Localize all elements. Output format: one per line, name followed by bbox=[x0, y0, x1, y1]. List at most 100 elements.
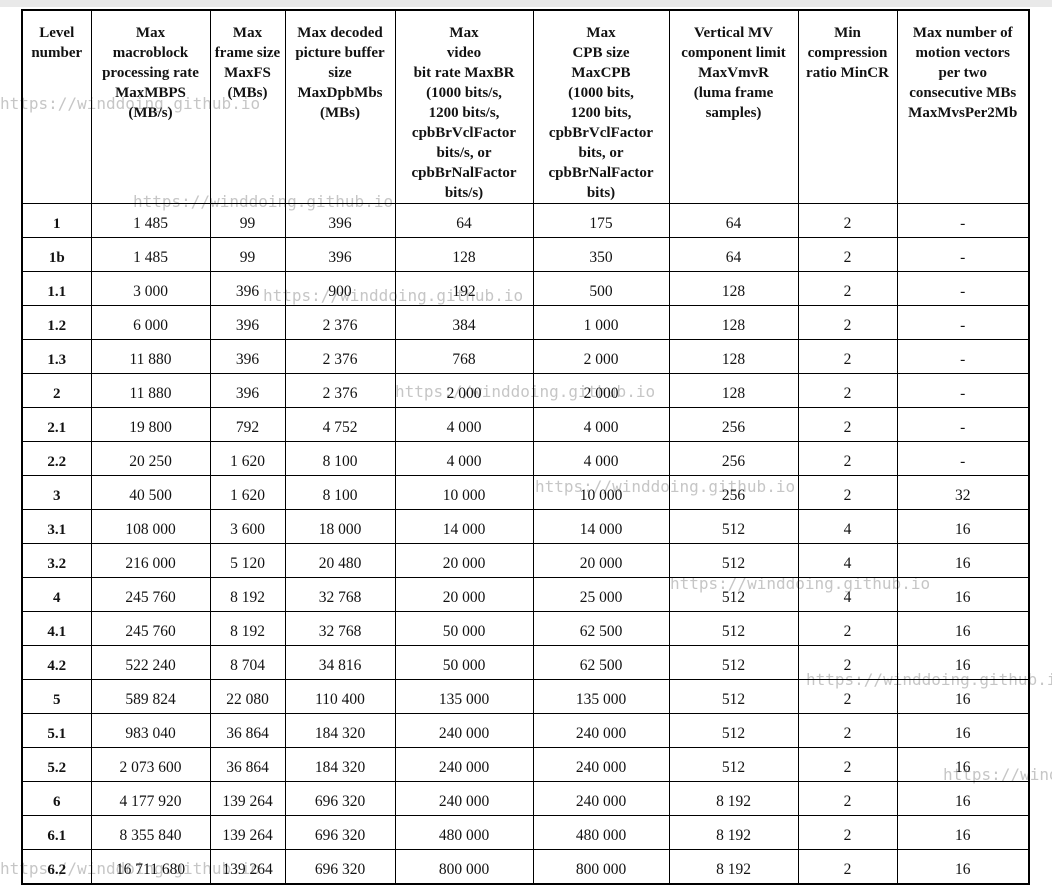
column-header-max-cpb: Max CPB size MaxCPB (1000 bits, 1200 bit… bbox=[532, 9, 670, 204]
value-cell-max-mvs-per-2mb: - bbox=[896, 271, 1030, 306]
value-cell-max-mbps: 19 800 bbox=[90, 407, 211, 442]
level-number-cell: 4.1 bbox=[21, 611, 92, 646]
value-cell-max-vmvr: 512 bbox=[668, 679, 799, 714]
value-cell-max-dpb-mbs: 32 768 bbox=[284, 577, 396, 612]
value-cell-max-vmvr: 512 bbox=[668, 713, 799, 748]
value-cell-max-mvs-per-2mb: - bbox=[896, 305, 1030, 340]
table-row-level-1.2: 1.2 6 000 396 2 376 384 1 000 128 2- bbox=[21, 305, 1030, 340]
value-cell-max-fs: 139 264 bbox=[209, 781, 286, 816]
value-cell-max-dpb-mbs: 696 320 bbox=[284, 849, 396, 884]
value-cell-max-mvs-per-2mb: 16 bbox=[896, 645, 1030, 680]
value-cell-max-cpb: 135 000 bbox=[532, 679, 670, 714]
table-row-level-6.1: 6.1 8 355 840 139 264 696 320 480 000 480 000… bbox=[21, 815, 1030, 850]
table-row-level-3.2: 3.2 216 000 5 120 20 480 20 000 20 000 512 4 16 bbox=[21, 543, 1030, 578]
value-cell-max-mvs-per-2mb: 16 bbox=[896, 713, 1030, 748]
value-cell-max-cpb: 2 000 bbox=[532, 339, 670, 374]
value-cell-min-cr: 2 bbox=[797, 305, 898, 340]
value-cell-max-dpb-mbs: 396 bbox=[284, 237, 396, 272]
table-row-level-5: 5 589 824 22 080 110 400 135 000 135 000 512 2 1… bbox=[21, 679, 1030, 714]
value-cell-max-cpb: 480 000 bbox=[532, 815, 670, 850]
value-cell-max-mbps: 983 040 bbox=[90, 713, 211, 748]
value-cell-max-mbps: 245 760 bbox=[90, 577, 211, 612]
value-cell-max-br: 240 000 bbox=[394, 781, 534, 816]
value-cell-max-fs: 8 192 bbox=[209, 611, 286, 646]
value-cell-max-dpb-mbs: 18 000 bbox=[284, 509, 396, 544]
value-cell-max-fs: 396 bbox=[209, 305, 286, 340]
value-cell-max-mbps: 40 500 bbox=[90, 475, 211, 510]
table-row-level-1.1: 1.1 3 000 396 900 192 500 128 2- bbox=[21, 271, 1030, 306]
value-cell-max-br: 135 000 bbox=[394, 679, 534, 714]
value-cell-max-fs: 1 620 bbox=[209, 475, 286, 510]
value-cell-max-br: 800 000 bbox=[394, 849, 534, 884]
value-cell-max-cpb: 4 000 bbox=[532, 407, 670, 442]
value-cell-max-fs: 139 264 bbox=[209, 849, 286, 884]
value-cell-max-dpb-mbs: 184 320 bbox=[284, 713, 396, 748]
value-cell-max-mvs-per-2mb: - bbox=[896, 407, 1030, 442]
value-cell-max-vmvr: 8 192 bbox=[668, 815, 799, 850]
value-cell-max-dpb-mbs: 4 752 bbox=[284, 407, 396, 442]
value-cell-max-cpb: 62 500 bbox=[532, 645, 670, 680]
level-number-cell: 1.1 bbox=[21, 271, 92, 306]
value-cell-min-cr: 4 bbox=[797, 577, 898, 612]
level-number-cell: 1.3 bbox=[21, 339, 92, 374]
value-cell-max-mbps: 522 240 bbox=[90, 645, 211, 680]
level-number-cell: 2 bbox=[21, 373, 92, 408]
value-cell-max-br: 50 000 bbox=[394, 645, 534, 680]
level-number-cell: 4.2 bbox=[21, 645, 92, 680]
value-cell-max-vmvr: 256 bbox=[668, 475, 799, 510]
value-cell-max-cpb: 4 000 bbox=[532, 441, 670, 476]
table-row-level-2.2: 2.2 20 250 1 620 8 100 4 000 4 000 256 2- bbox=[21, 441, 1030, 476]
value-cell-max-dpb-mbs: 32 768 bbox=[284, 611, 396, 646]
value-cell-max-mvs-per-2mb: 16 bbox=[896, 815, 1030, 850]
value-cell-max-mbps: 16 711 680 bbox=[90, 849, 211, 884]
value-cell-max-dpb-mbs: 696 320 bbox=[284, 815, 396, 850]
value-cell-max-br: 50 000 bbox=[394, 611, 534, 646]
value-cell-max-mvs-per-2mb: 32 bbox=[896, 475, 1030, 510]
value-cell-max-dpb-mbs: 8 100 bbox=[284, 475, 396, 510]
value-cell-max-mvs-per-2mb: - bbox=[896, 373, 1030, 408]
value-cell-max-br: 240 000 bbox=[394, 713, 534, 748]
value-cell-max-mvs-per-2mb: 16 bbox=[896, 611, 1030, 646]
level-number-cell: 2.2 bbox=[21, 441, 92, 476]
level-number-cell: 6 bbox=[21, 781, 92, 816]
value-cell-max-br: 480 000 bbox=[394, 815, 534, 850]
value-cell-max-br: 128 bbox=[394, 237, 534, 272]
level-number-cell: 1b bbox=[21, 237, 92, 272]
value-cell-max-vmvr: 128 bbox=[668, 373, 799, 408]
value-cell-min-cr: 2 bbox=[797, 475, 898, 510]
value-cell-max-fs: 22 080 bbox=[209, 679, 286, 714]
value-cell-max-br: 2 000 bbox=[394, 373, 534, 408]
value-cell-max-vmvr: 8 192 bbox=[668, 849, 799, 884]
value-cell-max-vmvr: 512 bbox=[668, 747, 799, 782]
level-number-cell: 5.2 bbox=[21, 747, 92, 782]
value-cell-max-mbps: 4 177 920 bbox=[90, 781, 211, 816]
value-cell-min-cr: 2 bbox=[797, 203, 898, 238]
level-number-cell: 5.1 bbox=[21, 713, 92, 748]
value-cell-max-fs: 99 bbox=[209, 203, 286, 238]
page-top-edge bbox=[0, 0, 1052, 7]
value-cell-max-br: 64 bbox=[394, 203, 534, 238]
value-cell-max-cpb: 800 000 bbox=[532, 849, 670, 884]
value-cell-max-dpb-mbs: 396 bbox=[284, 203, 396, 238]
table-header: Level number Max macroblock processing ra… bbox=[21, 9, 1030, 204]
value-cell-max-dpb-mbs: 900 bbox=[284, 271, 396, 306]
value-cell-min-cr: 2 bbox=[797, 747, 898, 782]
column-header-max-mbps: Max macroblock processing rate MaxMBPS (… bbox=[90, 9, 211, 204]
value-cell-max-br: 20 000 bbox=[394, 543, 534, 578]
value-cell-max-mbps: 1 485 bbox=[90, 203, 211, 238]
column-header-min-cr: Min compression ratio MinCR bbox=[797, 9, 898, 204]
table-row-level-5.2: 5.2 2 073 600 36 864 184 320 240 000 240 000 5… bbox=[21, 747, 1030, 782]
value-cell-max-cpb: 62 500 bbox=[532, 611, 670, 646]
value-cell-max-mvs-per-2mb: 16 bbox=[896, 577, 1030, 612]
value-cell-max-cpb: 2 000 bbox=[532, 373, 670, 408]
value-cell-max-cpb: 240 000 bbox=[532, 781, 670, 816]
level-number-cell: 3.1 bbox=[21, 509, 92, 544]
level-number-cell: 4 bbox=[21, 577, 92, 612]
value-cell-max-fs: 36 864 bbox=[209, 713, 286, 748]
table-row-level-1b: 1b 1 485 99 396 128 350 64 2- bbox=[21, 237, 1030, 272]
value-cell-max-vmvr: 128 bbox=[668, 305, 799, 340]
value-cell-max-vmvr: 512 bbox=[668, 611, 799, 646]
level-number-cell: 6.1 bbox=[21, 815, 92, 850]
